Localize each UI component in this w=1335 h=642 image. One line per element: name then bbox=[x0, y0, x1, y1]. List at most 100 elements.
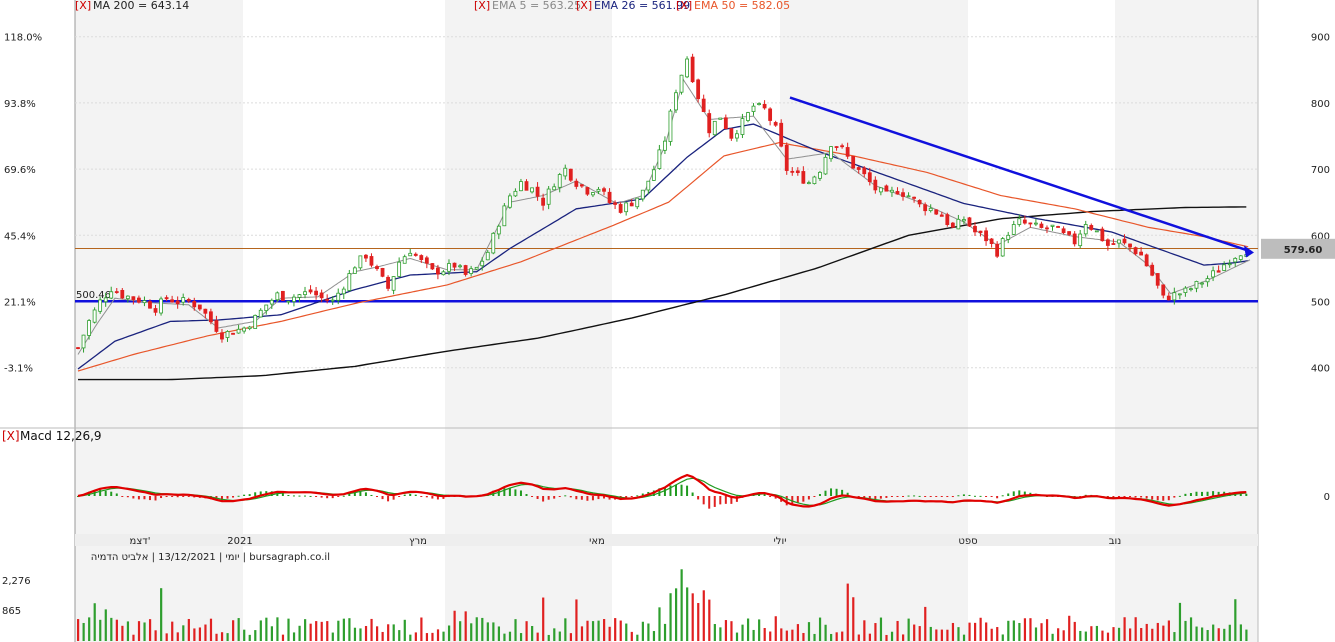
candle-body bbox=[856, 167, 861, 170]
ma200-close-button[interactable]: [X] bbox=[75, 0, 91, 12]
volume-bar bbox=[1095, 625, 1099, 641]
candle-body bbox=[231, 332, 235, 335]
volume-bar bbox=[735, 632, 739, 641]
volume-tick-high: 2,276 bbox=[2, 576, 31, 587]
candle-body bbox=[995, 243, 1000, 257]
macd-hist-bar bbox=[420, 496, 423, 497]
volume-bar bbox=[320, 621, 323, 641]
volume-bar bbox=[691, 593, 694, 641]
volume-bar bbox=[1023, 618, 1027, 641]
macd-hist-bar bbox=[387, 496, 390, 502]
volume-bar bbox=[1201, 627, 1204, 641]
volume-bar bbox=[636, 634, 639, 641]
ema50-legend: EMA 50 = 582.05 bbox=[694, 0, 790, 12]
volume-bar bbox=[398, 630, 401, 641]
candle-body bbox=[225, 331, 230, 338]
candle-body bbox=[757, 103, 761, 106]
volume-bar bbox=[874, 623, 877, 641]
volume-bar bbox=[1134, 617, 1137, 641]
macd-hist-bar bbox=[148, 496, 151, 501]
volume-bar bbox=[1223, 628, 1226, 641]
month-labels: דצמ' 2021 מרץ מאי יולי ספט נוב bbox=[130, 536, 1122, 547]
candle-body bbox=[303, 291, 307, 296]
macd-hist-bar bbox=[636, 495, 639, 497]
candle-body bbox=[364, 254, 368, 259]
ema26-close-button[interactable]: [X] bbox=[576, 0, 592, 12]
candle-body bbox=[452, 262, 457, 268]
candle-body bbox=[1056, 226, 1060, 228]
macd-hist-bar bbox=[658, 488, 661, 496]
macd-hist-bar bbox=[1112, 496, 1115, 498]
volume-bar bbox=[652, 631, 656, 641]
ma200-line bbox=[78, 206, 1247, 381]
candle-body bbox=[668, 110, 673, 142]
volume-bar bbox=[763, 628, 766, 641]
volume-bar bbox=[447, 625, 451, 641]
ema5-close-button[interactable]: [X] bbox=[474, 0, 490, 12]
candle-body bbox=[779, 122, 784, 147]
candle-body bbox=[818, 171, 822, 179]
macd-hist-bar bbox=[702, 496, 705, 505]
macd-hist-bar bbox=[431, 496, 434, 499]
candle-body bbox=[696, 79, 701, 100]
ema50-close-button[interactable]: [X] bbox=[676, 0, 692, 12]
volume-bar bbox=[1228, 624, 1231, 641]
candle-body bbox=[458, 265, 462, 268]
volume-bar bbox=[1184, 620, 1187, 641]
volume-bar bbox=[209, 618, 213, 641]
macd-hist-bar bbox=[918, 495, 921, 497]
volume-bar bbox=[1117, 627, 1121, 641]
macd-hist-bar bbox=[547, 496, 550, 500]
macd-hist-bar bbox=[381, 496, 384, 500]
macd-legend: [X] Macd 12,26,9 bbox=[2, 429, 102, 443]
candle-body bbox=[1045, 227, 1049, 230]
macd-hist-bar bbox=[531, 496, 534, 497]
volume-bar bbox=[979, 617, 982, 641]
candle-body bbox=[424, 257, 429, 264]
macd-hist-bar bbox=[1206, 491, 1209, 496]
volume-bar bbox=[841, 631, 844, 641]
volume-bar bbox=[752, 629, 755, 641]
candle-body bbox=[1111, 243, 1116, 245]
volume-bar bbox=[121, 625, 124, 641]
volume-bar bbox=[370, 618, 373, 641]
macd-close-button[interactable]: [X] bbox=[2, 429, 20, 443]
volume-bar bbox=[1007, 620, 1010, 641]
volume-bar bbox=[547, 634, 550, 641]
macd-title: Macd 12,26,9 bbox=[20, 429, 102, 443]
candle-body bbox=[81, 334, 86, 349]
candle-body bbox=[624, 202, 629, 213]
candle-body bbox=[408, 252, 413, 257]
candle-body bbox=[906, 195, 911, 198]
candle-body bbox=[103, 297, 108, 303]
volume-bar bbox=[1040, 623, 1043, 641]
volume-bar bbox=[802, 632, 805, 641]
trend-line[interactable] bbox=[789, 96, 1249, 252]
candle-body bbox=[867, 172, 872, 183]
volume-bar bbox=[254, 630, 257, 641]
volume-bar bbox=[204, 624, 207, 641]
ema26-line bbox=[77, 123, 1249, 370]
volume-bar bbox=[292, 632, 296, 641]
ema5-legend: EMA 5 = 563.25 bbox=[492, 0, 581, 12]
volume-bar bbox=[951, 622, 955, 641]
volume-bar bbox=[420, 617, 423, 641]
volume-bar bbox=[863, 620, 866, 641]
candle-body bbox=[884, 185, 889, 192]
candle-body bbox=[962, 219, 966, 222]
volume-bar bbox=[1090, 626, 1093, 641]
candle-body bbox=[1061, 228, 1066, 233]
macd-hist-bar bbox=[398, 496, 401, 497]
last-price-box bbox=[1261, 238, 1335, 259]
candle-body bbox=[801, 171, 806, 184]
volume-bar bbox=[1189, 617, 1193, 641]
macd-hist-bar bbox=[1140, 496, 1143, 498]
macd-hist-bar bbox=[1212, 491, 1215, 496]
volume-bar bbox=[165, 633, 168, 641]
macd-hist-bar bbox=[1129, 496, 1132, 497]
candle-body bbox=[735, 133, 739, 139]
macd-hist-bar bbox=[1162, 496, 1165, 501]
candle-body bbox=[519, 181, 523, 192]
volume-bar bbox=[531, 626, 534, 641]
candle-body bbox=[685, 58, 689, 78]
